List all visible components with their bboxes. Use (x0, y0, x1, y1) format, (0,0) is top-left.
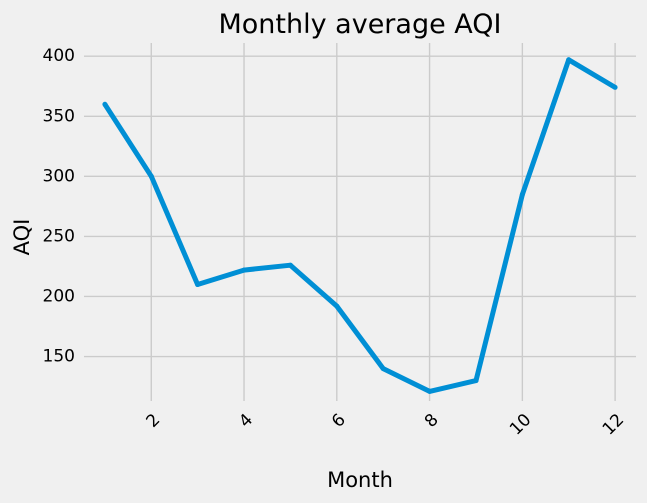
data-point (195, 282, 201, 287)
y-tick-label: 350 (43, 106, 75, 126)
data-point (102, 101, 108, 107)
chart-title: Monthly average AQI (218, 9, 501, 40)
data-point (519, 191, 525, 197)
series-layer (102, 57, 618, 394)
y-tick-label: 150 (43, 347, 75, 367)
grid (84, 43, 636, 401)
data-point (380, 366, 386, 372)
data-point (241, 267, 247, 273)
data-point (473, 378, 479, 384)
y-axis-label: AQI (10, 219, 34, 256)
data-point (334, 303, 340, 309)
data-point (427, 388, 433, 394)
y-tick-labels: 150 200 250 300 350 400 (43, 46, 75, 366)
x-axis-label: Month (327, 468, 393, 492)
data-point (287, 262, 293, 268)
data-point (612, 84, 618, 90)
data-point (148, 173, 154, 179)
y-tick-label: 250 (43, 226, 75, 246)
series-line (102, 57, 617, 394)
y-tick-label: 200 (43, 286, 75, 306)
y-tick-label: 300 (43, 166, 75, 186)
data-point (566, 57, 572, 63)
y-tick-label: 400 (43, 46, 75, 66)
